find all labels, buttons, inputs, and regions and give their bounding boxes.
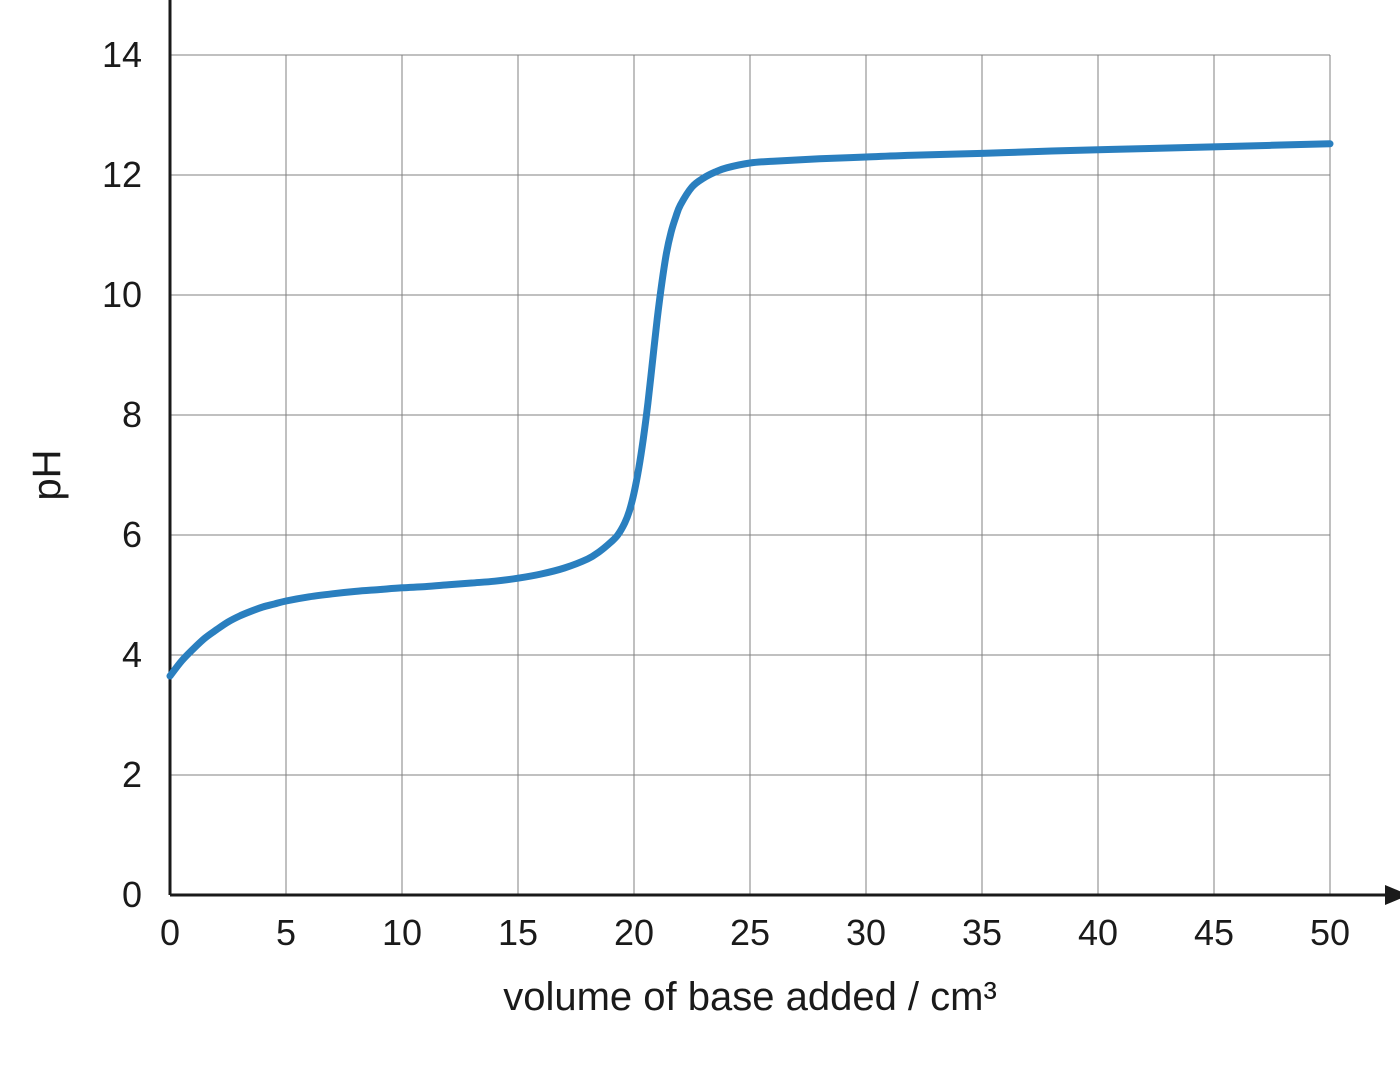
x-tick-label: 0 [160,912,180,953]
x-tick-label: 45 [1194,912,1234,953]
x-tick-label: 40 [1078,912,1118,953]
x-tick-label: 25 [730,912,770,953]
tick-labels: 0 5 10 15 20 25 30 35 40 45 50 0 2 4 6 8 10 12 14 [102,34,1350,953]
y-tick-label: 4 [122,634,142,675]
x-tick-label: 50 [1310,912,1350,953]
chart-svg: 0 5 10 15 20 25 30 35 40 45 50 0 2 4 6 8 10 12 14 pH volum… [0,0,1400,1069]
y-axis-label: pH [25,449,69,500]
x-axis-label: volume of base added / cm³ [503,975,997,1019]
y-tick-label: 2 [122,754,142,795]
x-tick-label: 35 [962,912,1002,953]
titration-chart: 0 5 10 15 20 25 30 35 40 45 50 0 2 4 6 8 10 12 14 pH volum… [0,0,1400,1069]
grid [170,55,1330,895]
x-tick-label: 30 [846,912,886,953]
x-tick-label: 20 [614,912,654,953]
x-tick-label: 15 [498,912,538,953]
y-tick-label: 12 [102,154,142,195]
y-tick-label: 8 [122,394,142,435]
y-tick-label: 6 [122,514,142,555]
x-tick-label: 10 [382,912,422,953]
y-tick-label: 10 [102,274,142,315]
x-tick-label: 5 [276,912,296,953]
y-tick-label: 14 [102,34,142,75]
y-tick-label: 0 [122,874,142,915]
